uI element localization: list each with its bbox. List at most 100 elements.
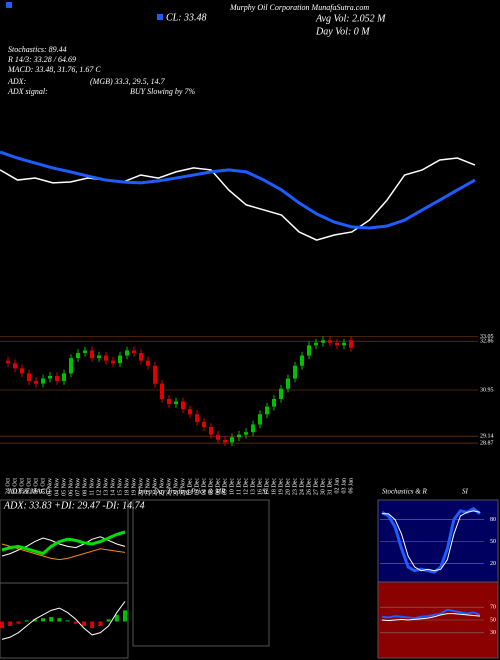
candle-body xyxy=(279,388,283,399)
histogram-bar xyxy=(0,621,4,629)
histogram-bar xyxy=(57,618,62,622)
title: Murphy Oil Corporation MunafaSutra.com xyxy=(229,3,369,12)
x-tick-label: 21 Nov xyxy=(145,478,151,496)
candle-body xyxy=(27,373,31,382)
x-tick-label: 18 Dec xyxy=(271,478,277,495)
candle-body xyxy=(83,350,87,353)
x-tick-label: 12 Dec xyxy=(243,478,249,495)
line xyxy=(0,157,476,241)
x-tick-label: 16 Dec xyxy=(257,478,263,495)
day-vol: Day Vol: 0 M xyxy=(315,26,370,37)
x-tick-label: 18 Nov xyxy=(124,478,130,496)
candle-body xyxy=(20,368,24,374)
histogram-bar xyxy=(8,621,13,626)
x-tick-label: 26 Nov xyxy=(166,478,172,496)
icon xyxy=(157,14,163,20)
x-tick-label: 02 Dec xyxy=(187,478,193,495)
candle-body xyxy=(209,427,213,435)
candle-body xyxy=(6,360,10,364)
candle-body xyxy=(76,352,80,359)
x-tick-label: 19 Dec xyxy=(278,478,284,495)
candle-body xyxy=(349,340,353,348)
y-tick-label: 33.05 xyxy=(480,334,494,340)
line xyxy=(381,506,481,574)
line xyxy=(1,530,126,556)
candle-body xyxy=(125,350,129,356)
histogram-bar xyxy=(106,619,111,622)
x-tick-label: 24 Dec xyxy=(299,478,305,495)
candle-body xyxy=(160,383,164,399)
line xyxy=(0,150,476,230)
histogram-bar xyxy=(16,621,21,624)
x-tick-label: 04 Dec xyxy=(201,478,207,495)
histogram-bar xyxy=(32,619,37,622)
x-tick-label: 30 Oct xyxy=(33,478,39,494)
candle-body xyxy=(132,350,136,353)
x-tick-label: 30 Dec xyxy=(320,478,326,495)
x-tick-label: 03 Jan xyxy=(341,478,347,494)
candle-body xyxy=(328,340,332,343)
candle-body xyxy=(174,401,178,405)
candle-body xyxy=(223,439,227,443)
candle-body xyxy=(48,375,52,379)
intraday-title: Intra Day Trading Price & MR xyxy=(137,488,226,496)
y-tick-label: 30.95 xyxy=(480,387,494,393)
x-tick-label: 05 Dec xyxy=(208,478,214,495)
candle-body xyxy=(335,342,339,346)
x-tick-label: 31 Dec xyxy=(327,478,333,495)
x-tick-label: 11 Nov xyxy=(89,478,95,496)
candle-body xyxy=(265,406,269,415)
x-tick-label: 13 Dec xyxy=(250,478,256,495)
histogram-bar xyxy=(49,617,54,622)
x-tick-label: 05 Nov xyxy=(61,478,67,496)
histogram-bar xyxy=(41,618,45,622)
panel-subtitle: SI xyxy=(462,488,469,496)
x-tick-label: 14 Nov xyxy=(110,478,116,496)
x-tick-label: 02 Jan xyxy=(334,478,340,494)
avg-vol: Avg Vol: 2.052 M xyxy=(315,13,386,24)
y-tick-label: 50 xyxy=(490,617,496,623)
x-tick-label: 17 Dec xyxy=(264,478,270,495)
x-tick-label: 20 Dec xyxy=(285,478,291,495)
x-tick-label: 09 Dec xyxy=(222,478,228,495)
x-tick-label: 29 Nov xyxy=(180,478,186,496)
line xyxy=(382,510,481,572)
x-tick-label: 10 Dec xyxy=(229,478,235,495)
stoch-text: Stochastics: 89.44 xyxy=(8,45,67,54)
candle-body xyxy=(258,414,262,425)
x-tick-label: 26 Dec xyxy=(306,478,312,495)
y-tick-label: 28.87 xyxy=(480,440,494,446)
x-tick-label: 15 Nov xyxy=(117,478,123,496)
x-tick-label: 23 Dec xyxy=(292,478,298,495)
x-tick-label: 27 Dec xyxy=(313,478,319,495)
candle-body xyxy=(34,381,38,384)
x-tick-label: 28 Oct xyxy=(19,478,25,494)
y-tick-label: 80 xyxy=(490,517,496,523)
line xyxy=(1,543,126,561)
candle-body xyxy=(244,432,248,435)
x-tick-label: 20 Nov xyxy=(138,478,144,496)
x-tick-label: 12 Nov xyxy=(96,478,102,496)
candle-body xyxy=(90,350,94,359)
candle-body xyxy=(167,398,171,405)
x-tick-label: 08 Nov xyxy=(82,478,88,496)
intraday-title: SI xyxy=(262,488,269,496)
candle-body xyxy=(293,365,297,379)
line xyxy=(381,613,481,622)
x-tick-label: 29 Oct xyxy=(26,478,32,494)
histogram-bar xyxy=(114,614,119,622)
adx-signal-value: BUY Slowing by 7% xyxy=(130,87,195,96)
candle-body xyxy=(13,363,17,369)
candle-body xyxy=(97,355,101,359)
histogram-bar xyxy=(65,620,70,622)
x-tick-label: 11 Dec xyxy=(236,478,242,495)
x-tick-label: 06 Nov xyxy=(68,478,74,496)
x-tick-label: 24 Oct xyxy=(5,478,11,494)
intraday-panel xyxy=(132,499,270,647)
icon xyxy=(6,2,12,8)
x-tick-label: 06 Dec xyxy=(215,478,221,495)
candle-body xyxy=(111,360,115,364)
x-tick-label: 06 Jan xyxy=(348,478,354,494)
candle-body xyxy=(55,375,59,382)
